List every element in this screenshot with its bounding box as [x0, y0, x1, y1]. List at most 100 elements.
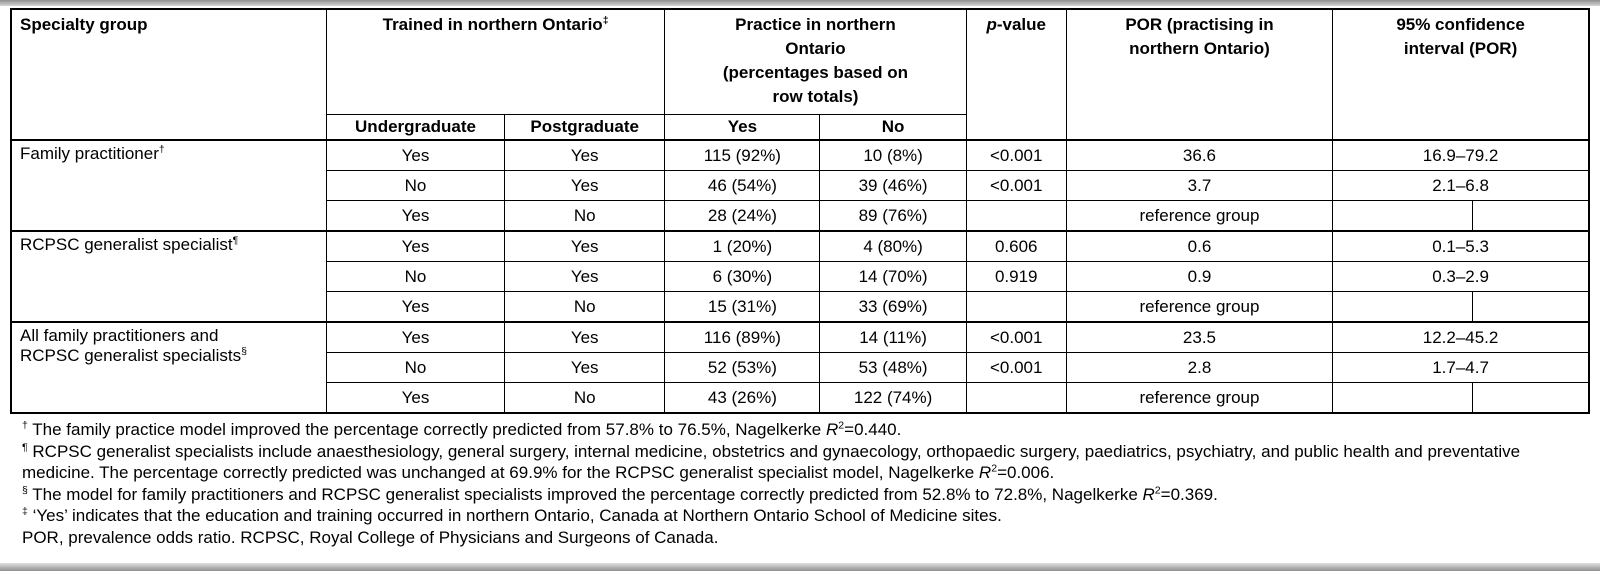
- undergraduate-cell: No: [325, 352, 506, 383]
- ci-empty-left: [1337, 383, 1472, 412]
- postgraduate-cell: No: [504, 200, 666, 232]
- ci-empty-right: [1472, 201, 1584, 230]
- undergraduate-cell: Yes: [325, 230, 506, 262]
- undergraduate-cell: Yes: [325, 321, 506, 353]
- specialty-group-cell: RCPSC generalist specialist¶: [10, 230, 327, 323]
- table-row: No Yes 6 (30%) 14 (70%) 0.919 0.9 0.3–2.9: [11, 261, 1590, 292]
- header-practice-in-northern-ontario: Practice in northern Ontario (percentage…: [664, 8, 967, 115]
- specialty-group-marker: §: [241, 345, 247, 358]
- practice-no-cell: 4 (80%): [819, 230, 967, 262]
- header-specialty-group-label: Specialty group: [20, 15, 148, 34]
- practice-no-cell: 53 (48%): [819, 352, 967, 383]
- table-row: Family practitioner† Yes Yes 115 (92%) 10 (8…: [10, 139, 1590, 232]
- page-bottom-edge: [0, 563, 1600, 571]
- p-value-cell: <0.001: [965, 170, 1067, 201]
- specialty-group-label: Family practitioner: [20, 144, 159, 163]
- specialty-group-label: All family practitioners and RCPSC gener…: [20, 326, 242, 365]
- results-table: Specialty group Trained in northern Onta…: [10, 8, 1590, 414]
- p-value-cell: <0.001: [965, 321, 1067, 353]
- practice-yes-cell: 116 (89%): [664, 321, 821, 353]
- ci-empty-left: [1337, 292, 1472, 321]
- postgraduate-cell: Yes: [504, 139, 666, 171]
- specialty-group-cell: All family practitioners and RCPSC gener…: [10, 321, 327, 414]
- table-row: All family practitioners and RCPSC gener…: [10, 321, 1590, 414]
- footnote: ¶ RCPSC generalist specialists include a…: [22, 440, 1521, 483]
- confidence-interval-cell: 16.9–79.2: [1332, 139, 1590, 171]
- header-postgraduate: Postgraduate: [504, 114, 666, 141]
- table-row: Yes No 43 (26%) 122 (74%) reference group: [11, 382, 1590, 414]
- confidence-interval-cell: 12.2–45.2: [1332, 321, 1590, 353]
- header-confidence-interval-label: 95% confidence interval (POR): [1396, 15, 1525, 58]
- header-undergraduate: Undergraduate: [325, 114, 506, 141]
- header-p-value: p-value: [965, 8, 1067, 141]
- specialty-group-label: RCPSC generalist specialist: [20, 235, 233, 254]
- header-practice-yes: Yes: [664, 114, 821, 141]
- confidence-interval-cell: 0.1–5.3: [1332, 230, 1590, 262]
- practice-yes-cell: 28 (24%): [664, 200, 821, 232]
- postgraduate-cell: Yes: [504, 170, 666, 201]
- header-p-value-label: p-value: [986, 15, 1046, 34]
- confidence-interval-cell: 0.3–2.9: [1332, 261, 1590, 292]
- por-cell: 23.5: [1065, 321, 1334, 353]
- header-por-label: POR (practising in northern Ontario): [1125, 15, 1274, 58]
- table-row: Yes No 15 (31%) 33 (69%) reference group: [11, 291, 1590, 323]
- postgraduate-cell: No: [504, 291, 666, 323]
- specialty-group-marker: ¶: [232, 234, 239, 247]
- footnote: † The family practice model improved the…: [22, 419, 902, 439]
- postgraduate-cell: Yes: [504, 230, 666, 262]
- practice-yes-cell: 43 (26%): [664, 382, 821, 414]
- header-specialty-group: Specialty group: [10, 8, 327, 141]
- confidence-interval-cell: 1.7–4.7: [1332, 352, 1590, 383]
- undergraduate-cell: Yes: [325, 139, 506, 171]
- paper-table-page: Specialty group Trained in northern Onta…: [0, 6, 1600, 548]
- confidence-interval-cell-split: [1332, 291, 1590, 323]
- practice-no-cell: 122 (74%): [819, 382, 967, 414]
- p-value-cell: [965, 291, 1067, 323]
- page-top-edge: [0, 0, 1600, 6]
- por-cell: 2.8: [1065, 352, 1334, 383]
- undergraduate-cell: Yes: [325, 200, 506, 232]
- practice-no-cell: 33 (69%): [819, 291, 967, 323]
- practice-no-cell: 89 (76%): [819, 200, 967, 232]
- footnote: POR, prevalence odds ratio. RCPSC, Royal…: [22, 527, 719, 547]
- header-trained-label: Trained in northern Ontario: [382, 15, 603, 34]
- postgraduate-cell: No: [504, 382, 666, 414]
- practice-yes-cell: 115 (92%): [664, 139, 821, 171]
- postgraduate-cell: Yes: [504, 321, 666, 353]
- por-cell: reference group: [1065, 382, 1334, 414]
- header-trained-in-northern-ontario: Trained in northern Ontario‡: [325, 8, 666, 115]
- table-body: Family practitioner† Yes Yes 115 (92%) 10 (8…: [10, 139, 1590, 414]
- p-value-cell: <0.001: [965, 352, 1067, 383]
- p-value-cell: <0.001: [965, 139, 1067, 171]
- por-cell: 36.6: [1065, 139, 1334, 171]
- practice-yes-cell: 15 (31%): [664, 291, 821, 323]
- p-value-cell: 0.606: [965, 230, 1067, 262]
- practice-no-cell: 39 (46%): [819, 170, 967, 201]
- por-cell: reference group: [1065, 291, 1334, 323]
- postgraduate-cell: Yes: [504, 261, 666, 292]
- practice-yes-cell: 52 (53%): [664, 352, 821, 383]
- footnote: ‡ ‘Yes’ indicates that the education and…: [22, 505, 1002, 525]
- confidence-interval-cell-split: [1332, 200, 1590, 232]
- practice-yes-cell: 6 (30%): [664, 261, 821, 292]
- table-header: Specialty group Trained in northern Onta…: [10, 8, 1590, 141]
- table-row: No Yes 52 (53%) 53 (48%) <0.001 2.8 1.7–4.7: [11, 352, 1590, 383]
- confidence-interval-cell-split: [1332, 382, 1590, 414]
- undergraduate-cell: Yes: [325, 291, 506, 323]
- p-value-cell: 0.919: [965, 261, 1067, 292]
- header-practice-label: Practice in northern Ontario (percentage…: [722, 15, 909, 106]
- undergraduate-cell: Yes: [325, 382, 506, 414]
- undergraduate-cell: No: [325, 261, 506, 292]
- ci-empty-right: [1472, 292, 1584, 321]
- confidence-interval-cell: 2.1–6.8: [1332, 170, 1590, 201]
- header-row-sub: Undergraduate Postgraduate Yes No: [11, 114, 1589, 141]
- por-cell: reference group: [1065, 200, 1334, 232]
- ci-empty-right: [1472, 383, 1584, 412]
- table-row: RCPSC generalist specialist¶ Yes Yes 1 (20%…: [10, 230, 1590, 323]
- practice-yes-cell: 46 (54%): [664, 170, 821, 201]
- por-cell: 0.9: [1065, 261, 1334, 292]
- ci-empty-left: [1337, 201, 1472, 230]
- footnote: § The model for family practitioners and…: [22, 483, 1218, 504]
- p-value-cell: [965, 200, 1067, 232]
- footnotes: † The family practice model improved the…: [10, 419, 1590, 548]
